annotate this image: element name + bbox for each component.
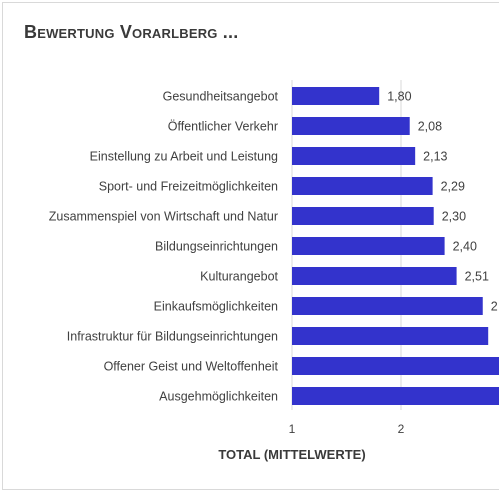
category-label: Einstellung zu Arbeit und Leistung <box>90 150 278 164</box>
bar <box>292 87 380 105</box>
category-label: Bildungseinrichtungen <box>155 240 278 254</box>
data-label: 2,30 <box>442 210 466 224</box>
category-label: Kulturangebot <box>200 270 278 284</box>
data-label: 2 <box>491 300 498 314</box>
bar <box>292 117 410 135</box>
category-label: Sport- und Freizeitmöglichkeiten <box>99 180 278 194</box>
bar <box>292 387 499 405</box>
category-label: Infrastruktur für Bildungseinrichtungen <box>67 330 278 344</box>
bar <box>292 237 445 255</box>
category-label: Gesundheitsangebot <box>163 90 279 104</box>
category-label: Offener Geist und Weltoffenheit <box>104 360 279 374</box>
category-label: Einkaufsmöglichkeiten <box>154 300 278 314</box>
chart-title: Bewertung Vorarlberg ... <box>24 22 239 42</box>
category-label: Zusammenspiel von Wirtschaft und Natur <box>49 210 278 224</box>
data-label: 2,40 <box>453 240 477 254</box>
bar <box>292 147 416 165</box>
bar <box>292 327 489 345</box>
data-label: 2,29 <box>441 180 465 194</box>
bar <box>292 267 457 285</box>
data-label: 1,80 <box>387 90 411 104</box>
x-tick-label: 1 <box>289 422 296 436</box>
data-label: 2,13 <box>423 150 447 164</box>
category-label: Öffentlicher Verkehr <box>168 120 278 134</box>
bar <box>292 207 434 225</box>
x-axis-label: TOTAL (MITTELWERTE) <box>218 447 365 462</box>
bar <box>292 297 483 315</box>
data-label: 2,08 <box>418 120 442 134</box>
bar <box>292 177 433 195</box>
x-tick-label: 2 <box>398 422 405 436</box>
category-label: Ausgehmöglichkeiten <box>159 390 278 404</box>
data-label: 2,51 <box>465 270 489 284</box>
bar <box>292 357 499 375</box>
